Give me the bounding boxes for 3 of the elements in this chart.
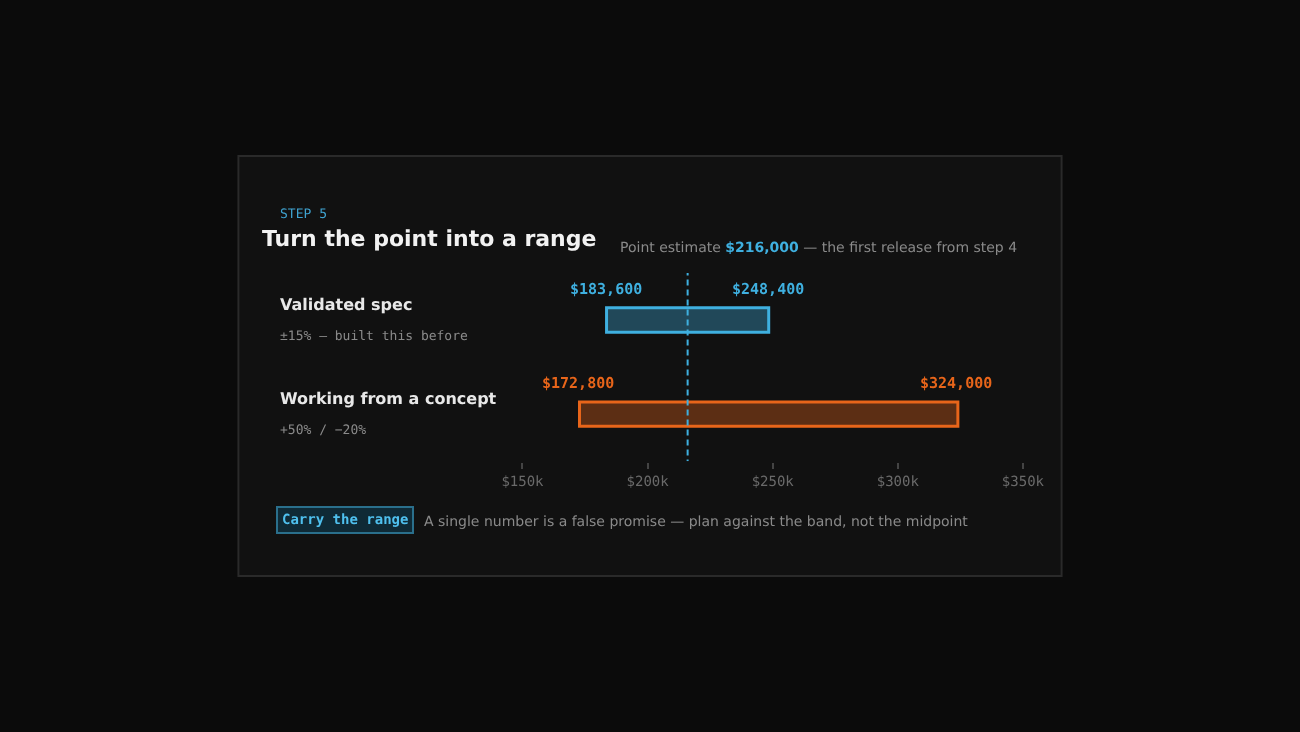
y-tick-label: Working from a concept [280, 390, 497, 408]
y-tick-label: Validated spec [280, 296, 413, 314]
chart-title: Turn the point into a range [262, 225, 597, 252]
